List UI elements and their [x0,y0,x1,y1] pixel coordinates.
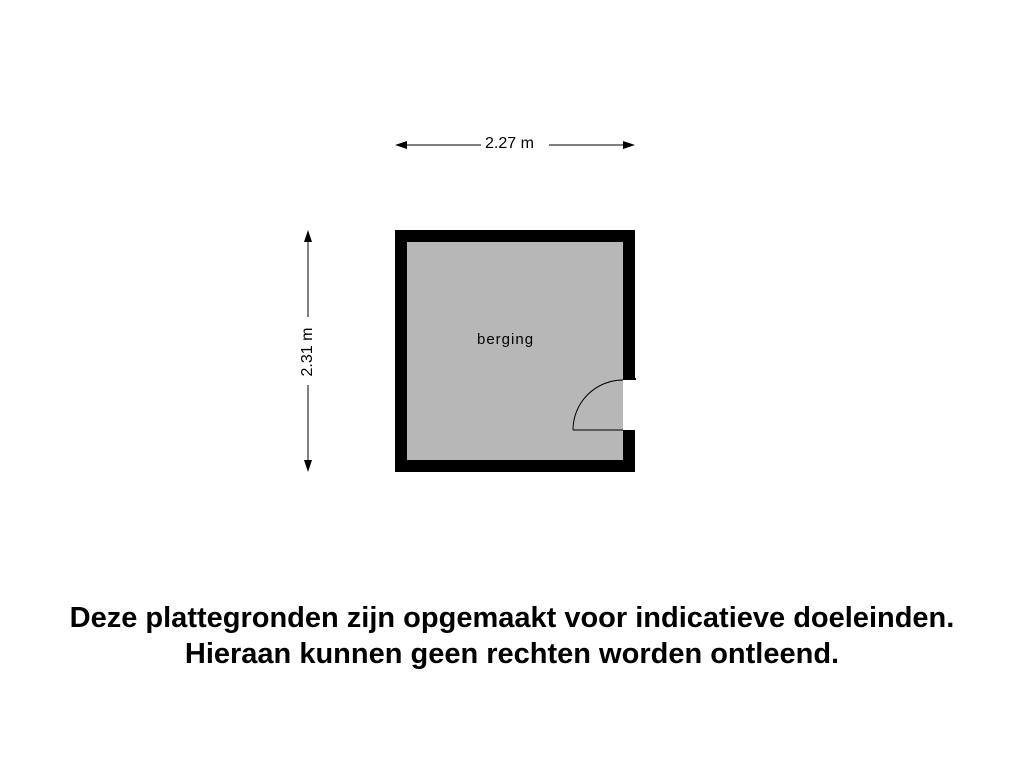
disclaimer-line-1: Deze plattegronden zijn opgemaakt voor i… [70,602,955,634]
floorplan-canvas: 2.27 m 2.31 m berging Deze plattegronden… [0,0,1024,768]
disclaimer-text: Deze plattegronden zijn opgemaakt voor i… [0,600,1024,673]
room-label: berging [477,331,534,348]
disclaimer-line-2: Hieraan kunnen geen rechten worden ontle… [185,638,839,670]
